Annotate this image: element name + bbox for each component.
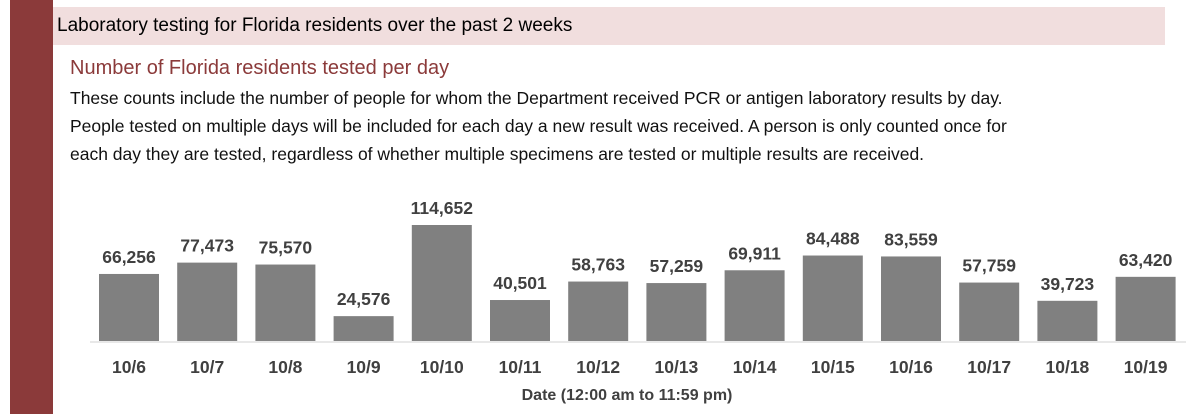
bar-10/7 <box>177 262 238 341</box>
data-label-10/13: 57,259 <box>650 256 704 276</box>
description-line-2: People tested on multiple days will be i… <box>70 116 1007 136</box>
bar-10/19 <box>1115 276 1176 341</box>
x-tick-10/16: 10/16 <box>889 357 933 377</box>
x-tick-10/7: 10/7 <box>190 357 224 377</box>
data-label-10/9: 24,576 <box>337 289 391 309</box>
bar-10/14 <box>724 270 785 341</box>
bar-10/9 <box>333 316 394 341</box>
bar-10/10 <box>411 225 472 341</box>
x-tick-10/11: 10/11 <box>499 357 542 377</box>
section-header: Laboratory testing for Florida residents… <box>53 7 1165 45</box>
bar-10/11 <box>490 300 550 341</box>
data-label-10/17: 57,759 <box>962 256 1016 276</box>
x-tick-10/19: 10/19 <box>1124 357 1168 377</box>
data-label-10/8: 75,570 <box>259 238 313 258</box>
x-tick-10/13: 10/13 <box>655 357 699 377</box>
data-label-10/12: 58,763 <box>571 255 625 275</box>
bar-10/13 <box>646 283 707 341</box>
data-label-10/11: 40,501 <box>493 273 547 293</box>
bar-10/16 <box>881 256 941 341</box>
description-line-1: These counts include the number of peopl… <box>70 88 1003 108</box>
bar-10/12 <box>568 281 629 341</box>
x-tick-10/14: 10/14 <box>733 357 777 377</box>
section-header-title: Laboratory testing for Florida residents… <box>57 15 573 36</box>
chart-title: Number of Florida residents tested per d… <box>70 57 450 79</box>
x-tick-10/18: 10/18 <box>1046 357 1090 377</box>
description-line-3: each day they are tested, regardless of … <box>70 144 925 164</box>
x-axis-title: Date (12:00 am to 11:59 pm) <box>522 387 733 404</box>
data-label-10/14: 69,911 <box>728 243 781 263</box>
x-tick-10/12: 10/12 <box>576 357 620 377</box>
data-label-10/18: 39,723 <box>1041 274 1095 294</box>
x-tick-10/17: 10/17 <box>967 357 1011 377</box>
x-tick-10/8: 10/8 <box>268 357 302 377</box>
data-label-10/15: 84,488 <box>806 229 860 249</box>
bar-10/15 <box>802 255 863 341</box>
bar-10/6 <box>99 273 159 341</box>
bar-10/17 <box>959 282 1020 341</box>
data-label-10/10: 114,652 <box>411 198 474 218</box>
data-label-10/16: 83,559 <box>884 229 938 249</box>
data-label-10/19: 63,420 <box>1119 250 1173 270</box>
data-label-10/6: 66,256 <box>102 247 156 267</box>
bar-10/8 <box>255 264 316 341</box>
x-tick-10/6: 10/6 <box>112 357 146 377</box>
data-label-10/7: 77,473 <box>180 236 234 256</box>
x-tick-10/15: 10/15 <box>811 357 855 377</box>
x-tick-10/9: 10/9 <box>347 357 381 377</box>
x-tick-10/10: 10/10 <box>420 357 464 377</box>
accent-side-bar <box>10 0 53 414</box>
bar-10/18 <box>1037 300 1098 341</box>
